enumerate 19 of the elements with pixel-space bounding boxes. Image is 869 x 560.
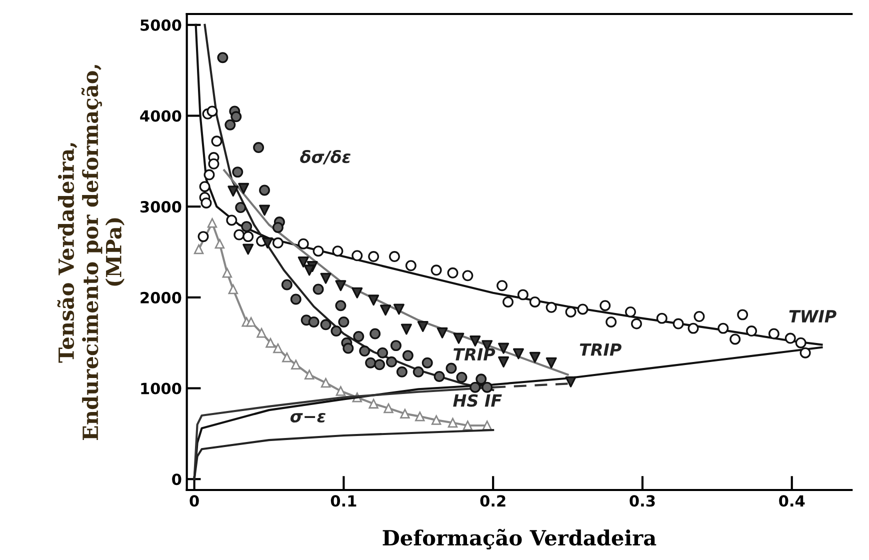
y-tick-label: 5000 bbox=[140, 19, 182, 31]
y-tick-label: 1000 bbox=[141, 382, 182, 394]
x-tick-label: 0.2 bbox=[480, 495, 506, 507]
annotation: TWIP bbox=[789, 310, 836, 322]
y-tick-label: 2000 bbox=[140, 292, 182, 304]
y-axis-title: Tensão Verdadeira, Endurecimento por deformação, (MPa) bbox=[57, 65, 124, 440]
annotation: TRIP bbox=[580, 343, 622, 356]
x-tick-label: 0 bbox=[190, 495, 199, 507]
annotation: HS IF bbox=[453, 394, 502, 407]
x-axis-title: Deformação Verdadeira bbox=[382, 528, 656, 550]
y-tick-label: 0 bbox=[172, 474, 182, 486]
annotation: TRIP bbox=[454, 348, 496, 360]
x-tick-label: 0.3 bbox=[630, 495, 655, 507]
y-tick-label: 3000 bbox=[140, 201, 182, 213]
x-tick-label: 0.4 bbox=[779, 495, 805, 507]
x-tick-label: 0.1 bbox=[330, 495, 356, 507]
y-tick-label: 4000 bbox=[140, 110, 182, 122]
annotation: δσ/δε bbox=[300, 150, 350, 164]
annotation: σ−ε bbox=[290, 412, 326, 423]
